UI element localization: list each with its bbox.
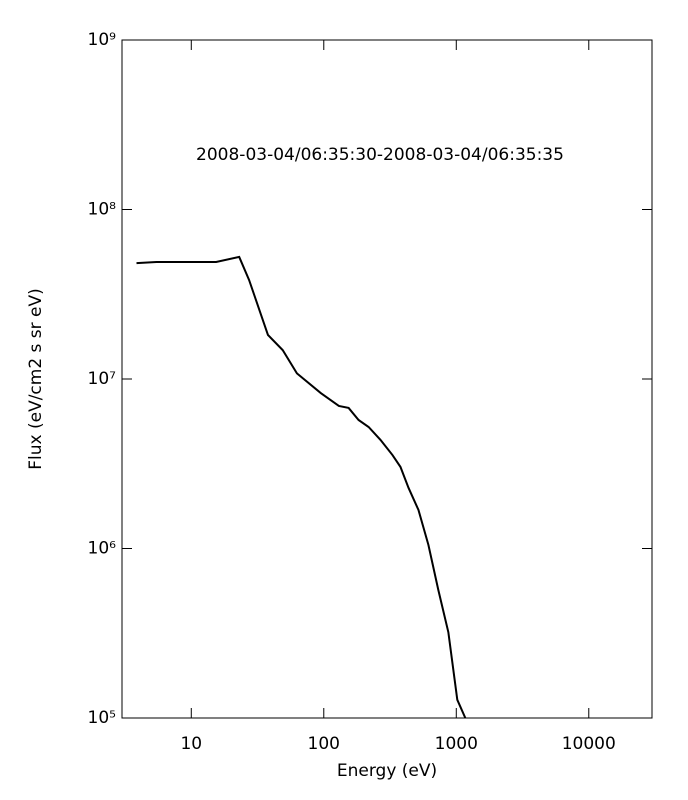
- y-tick-label: 10⁸: [88, 200, 117, 220]
- y-tick-label: 10⁵: [88, 708, 116, 728]
- data-line: [136, 255, 467, 719]
- y-axis-label: Flux (eV/cm2 s sr eV): [26, 288, 46, 470]
- y-tick-label: 10⁹: [88, 30, 117, 50]
- y-tick-label: 10⁶: [88, 539, 117, 559]
- x-axis-label: Energy (eV): [337, 761, 437, 781]
- annotation: 2008-03-04/06:35:30-2008-03-04/06:35:35: [196, 145, 564, 165]
- y-tick-label: 10⁷: [88, 369, 117, 389]
- x-tick-label: 100: [308, 734, 340, 754]
- x-tick-label: 10000: [562, 734, 616, 754]
- x-tick-label: 10: [180, 734, 202, 754]
- x-tick-label: 1000: [435, 734, 478, 754]
- plot-frame: [121, 39, 653, 719]
